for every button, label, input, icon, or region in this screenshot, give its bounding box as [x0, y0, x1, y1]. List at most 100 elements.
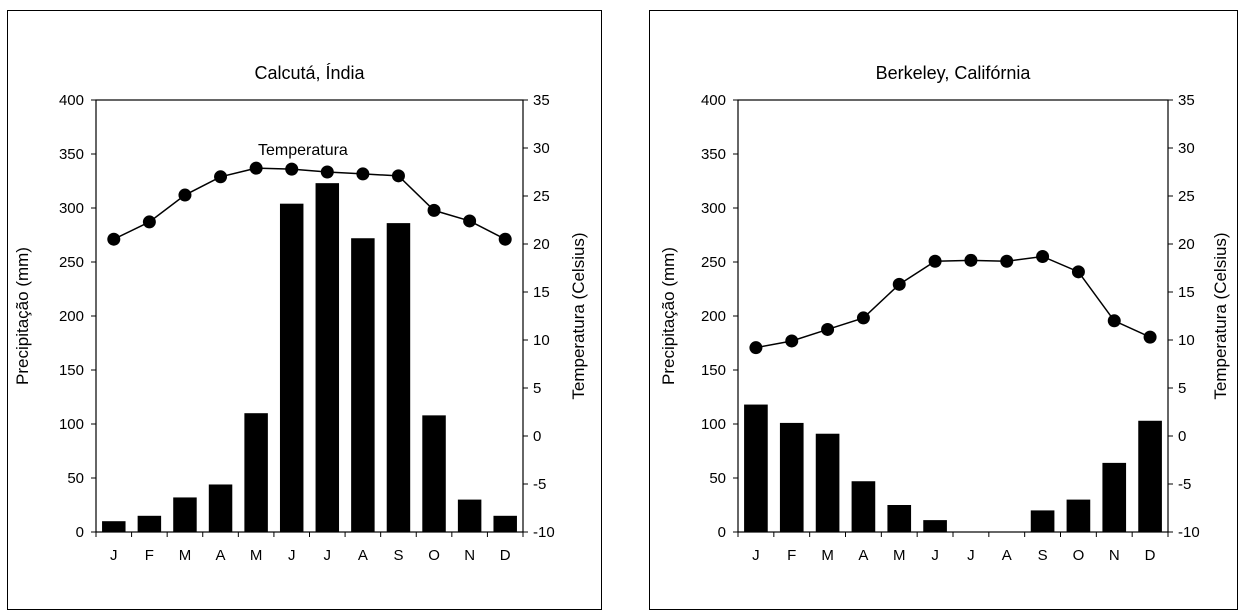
x-tick-label: N [1109, 547, 1120, 564]
temperature-point [1107, 314, 1121, 328]
y-right-tick-label: 10 [533, 332, 550, 349]
y-right-tick-label: 5 [1178, 380, 1186, 397]
x-tick-label: F [145, 547, 154, 564]
precipitation-bar [244, 413, 268, 532]
chart-title: Calcutá, Índia [254, 63, 365, 83]
y-left-tick-label: 300 [701, 200, 726, 217]
precipitation-bar [457, 499, 482, 532]
temperature-point [427, 203, 441, 217]
x-tick-label: D [500, 547, 511, 564]
precipitation-bar [1030, 510, 1055, 532]
x-tick-label: O [1073, 547, 1085, 564]
precipitation-bar [923, 520, 947, 532]
temperature-point [821, 322, 835, 336]
y-left-tick-label: 100 [701, 416, 726, 433]
temperature-point [249, 161, 263, 175]
temperature-point [928, 254, 942, 268]
y-right-axis-title: Temperatura (Celsius) [1211, 232, 1230, 399]
y-right-tick-label: 15 [1178, 284, 1195, 301]
x-tick-label: A [358, 547, 368, 564]
y-left-tick-label: 250 [701, 254, 726, 271]
x-tick-label: N [464, 547, 475, 564]
y-right-tick-label: 30 [533, 140, 550, 157]
precipitation-bar [1102, 462, 1127, 532]
precipitation-bar [851, 481, 876, 532]
temperature-point [892, 277, 906, 291]
y-left-tick-label: 100 [59, 416, 84, 433]
temperature-point [142, 215, 156, 229]
x-tick-label: S [1038, 547, 1048, 564]
x-tick-label: J [324, 547, 332, 564]
precipitation-bar [887, 505, 912, 532]
y-right-tick-label: 15 [533, 284, 550, 301]
y-right-tick-label: -10 [1178, 524, 1200, 541]
y-left-tick-label: 50 [709, 470, 726, 487]
y-left-tick-label: 400 [701, 92, 726, 109]
chart-title: Berkeley, Califórnia [876, 63, 1032, 83]
y-right-tick-label: 25 [533, 188, 550, 205]
temperature-annotation: Temperatura [258, 142, 348, 159]
x-tick-label: M [179, 547, 192, 564]
y-left-tick-label: 150 [59, 362, 84, 379]
y-right-tick-label: 0 [533, 428, 541, 445]
y-left-tick-label: 0 [76, 524, 84, 541]
temperature-point [856, 311, 870, 325]
x-tick-label: J [288, 547, 296, 564]
y-right-tick-label: 5 [533, 380, 541, 397]
temperature-point [178, 188, 192, 202]
precipitation-bar [1138, 420, 1162, 532]
x-tick-label: J [967, 547, 975, 564]
y-right-tick-label: 35 [533, 92, 550, 109]
chart-panel-calcuta: Calcutá, Índia 0 50 100 150 200 250 300 350 400 -1… [7, 10, 602, 610]
precipitation-bar [1066, 499, 1091, 532]
y-right-tick-label: 20 [533, 236, 550, 253]
precipitation-bar [815, 433, 840, 532]
precipitation-bar [279, 203, 304, 532]
x-tick-label: S [393, 547, 403, 564]
y-right-tick-label: 30 [1178, 140, 1195, 157]
temperature-point [749, 341, 763, 355]
precipitation-bar [779, 422, 804, 532]
x-tick-label: J [110, 547, 118, 564]
x-tick-label: M [250, 547, 263, 564]
chart-berkeley: Berkeley, Califórnia05010015020025030035… [659, 63, 1230, 564]
precipitation-bar [351, 238, 375, 533]
y-right-tick-label: 25 [1178, 188, 1195, 205]
temperature-line [113, 167, 506, 240]
x-tick-label: J [931, 547, 939, 564]
x-tick-label: M [893, 547, 906, 564]
temperature-point [1036, 249, 1050, 263]
temperature-point [1000, 254, 1014, 268]
y-right-tick-label: 20 [1178, 236, 1195, 253]
x-tick-label: F [787, 547, 796, 564]
temperature-point [320, 165, 334, 179]
y-left-tick-label: 250 [59, 254, 84, 271]
y-left-tick-label: 0 [718, 524, 726, 541]
y-right-tick-label: 0 [1178, 428, 1186, 445]
temperature-point [785, 334, 799, 348]
y-right-tick-label: 10 [1178, 332, 1195, 349]
y-left-tick-label: 350 [59, 146, 84, 163]
y-right-tick-label: -5 [533, 476, 546, 493]
temperature-point [285, 162, 299, 176]
y-left-tick-label: 150 [701, 362, 726, 379]
chart-panel-berkeley: Berkeley, Califórnia 0 50 100 150 200 250 300 35… [649, 10, 1238, 610]
precipitation-bar [137, 515, 162, 532]
precipitation-bar [102, 521, 126, 532]
precipitation-bar [208, 484, 233, 532]
x-tick-label: A [1002, 547, 1012, 564]
x-tick-label: A [216, 547, 226, 564]
x-tick-label: D [1145, 547, 1156, 564]
temperature-point [214, 170, 228, 184]
temperature-line [755, 255, 1151, 349]
precipitation-bar [422, 415, 446, 532]
y-left-tick-label: 200 [59, 308, 84, 325]
temperature-point [391, 169, 405, 183]
y-left-axis-title: Precipitação (mm) [659, 247, 678, 385]
x-tick-label: A [858, 547, 868, 564]
temperature-point [463, 214, 477, 228]
precipitation-bar [173, 497, 197, 532]
chart-calcuta: Calcutá, Índia050100150200250300350400-1… [13, 63, 588, 564]
y-right-axis-title: Temperatura (Celsius) [569, 232, 588, 399]
precipitation-bar [386, 223, 411, 532]
